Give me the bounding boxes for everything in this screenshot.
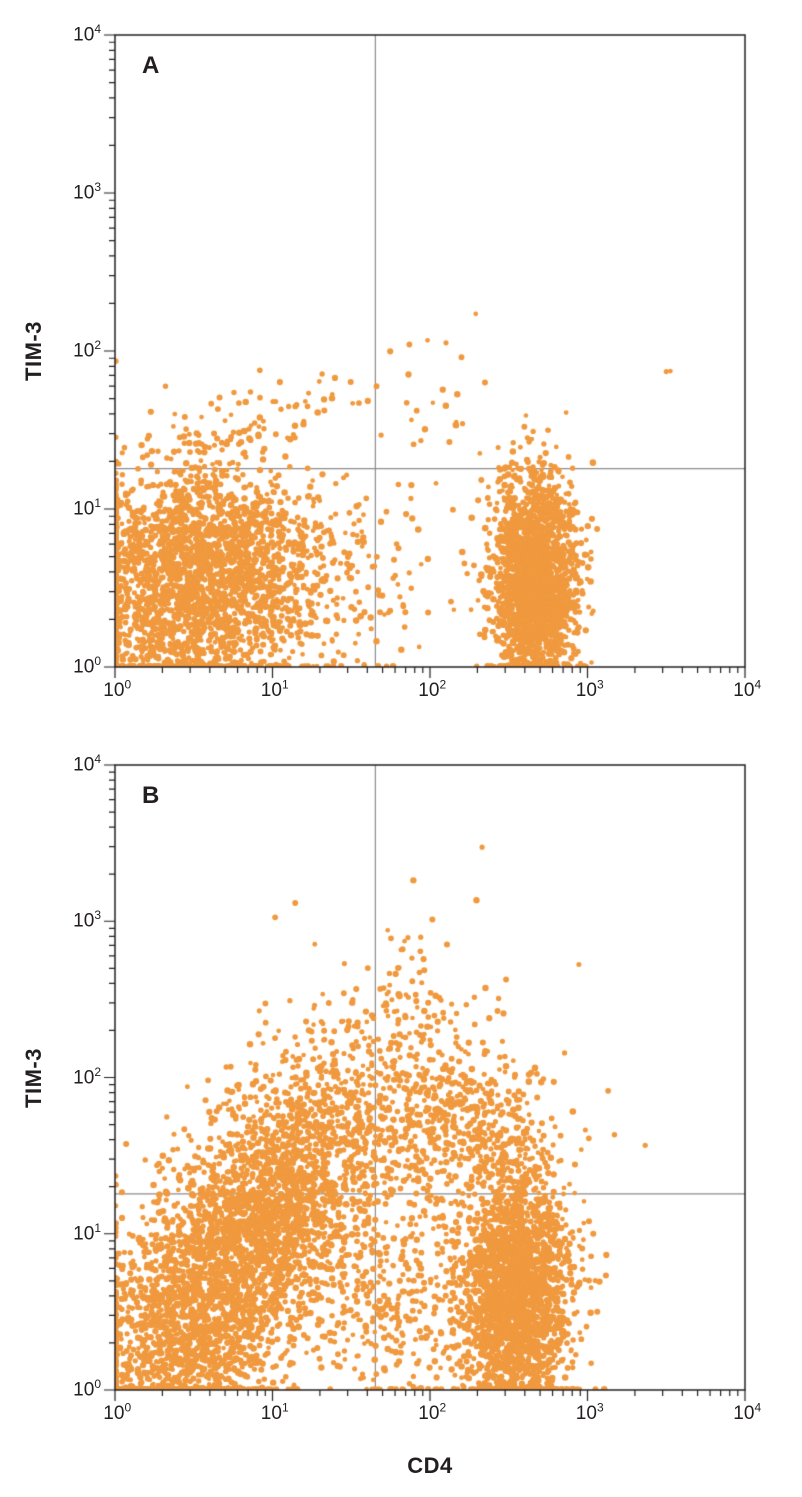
y-tick-label: 100 — [73, 1377, 101, 1401]
x-tick-label: 102 — [418, 677, 447, 701]
y-tick-label: 104 — [73, 752, 101, 776]
panel-b-y-axis-title: TIM-3 — [21, 1048, 46, 1108]
y-tick-label: 102 — [73, 1064, 101, 1088]
y-tick-label: 104 — [73, 22, 101, 46]
x-tick-label: 103 — [575, 1400, 604, 1424]
y-tick-label: 102 — [73, 338, 101, 362]
panel-a-scatter-canvas — [0, 0, 802, 748]
y-tick-label: 101 — [73, 1220, 101, 1245]
x-axis-title: CD4 — [407, 1453, 453, 1478]
x-tick-label: 101 — [260, 1400, 289, 1424]
y-tick-label: 101 — [73, 496, 101, 520]
panel-a: A TIM-3 100 101 102 103 104 100 101 102 103 104 — [0, 0, 802, 748]
x-tick-label: 100 — [103, 677, 132, 701]
y-tick-label: 103 — [73, 908, 101, 932]
x-tick-label: 102 — [418, 1400, 447, 1424]
panel-b: B TIM-3 CD4 100 101 102 103 104 100 101 102 103… — [0, 748, 802, 1497]
panel-a-label: A — [142, 52, 160, 79]
y-tick-label: 100 — [73, 654, 101, 678]
panel-b-scatter-canvas — [0, 748, 802, 1497]
x-tick-label: 100 — [103, 1400, 132, 1424]
panel-b-label: B — [142, 782, 160, 809]
panel-a-y-axis-title: TIM-3 — [21, 321, 46, 381]
x-tick-label: 104 — [733, 677, 762, 701]
x-tick-label: 101 — [260, 677, 289, 701]
y-tick-label: 103 — [73, 180, 101, 204]
x-tick-label: 103 — [575, 677, 604, 701]
x-tick-label: 104 — [733, 1400, 762, 1424]
